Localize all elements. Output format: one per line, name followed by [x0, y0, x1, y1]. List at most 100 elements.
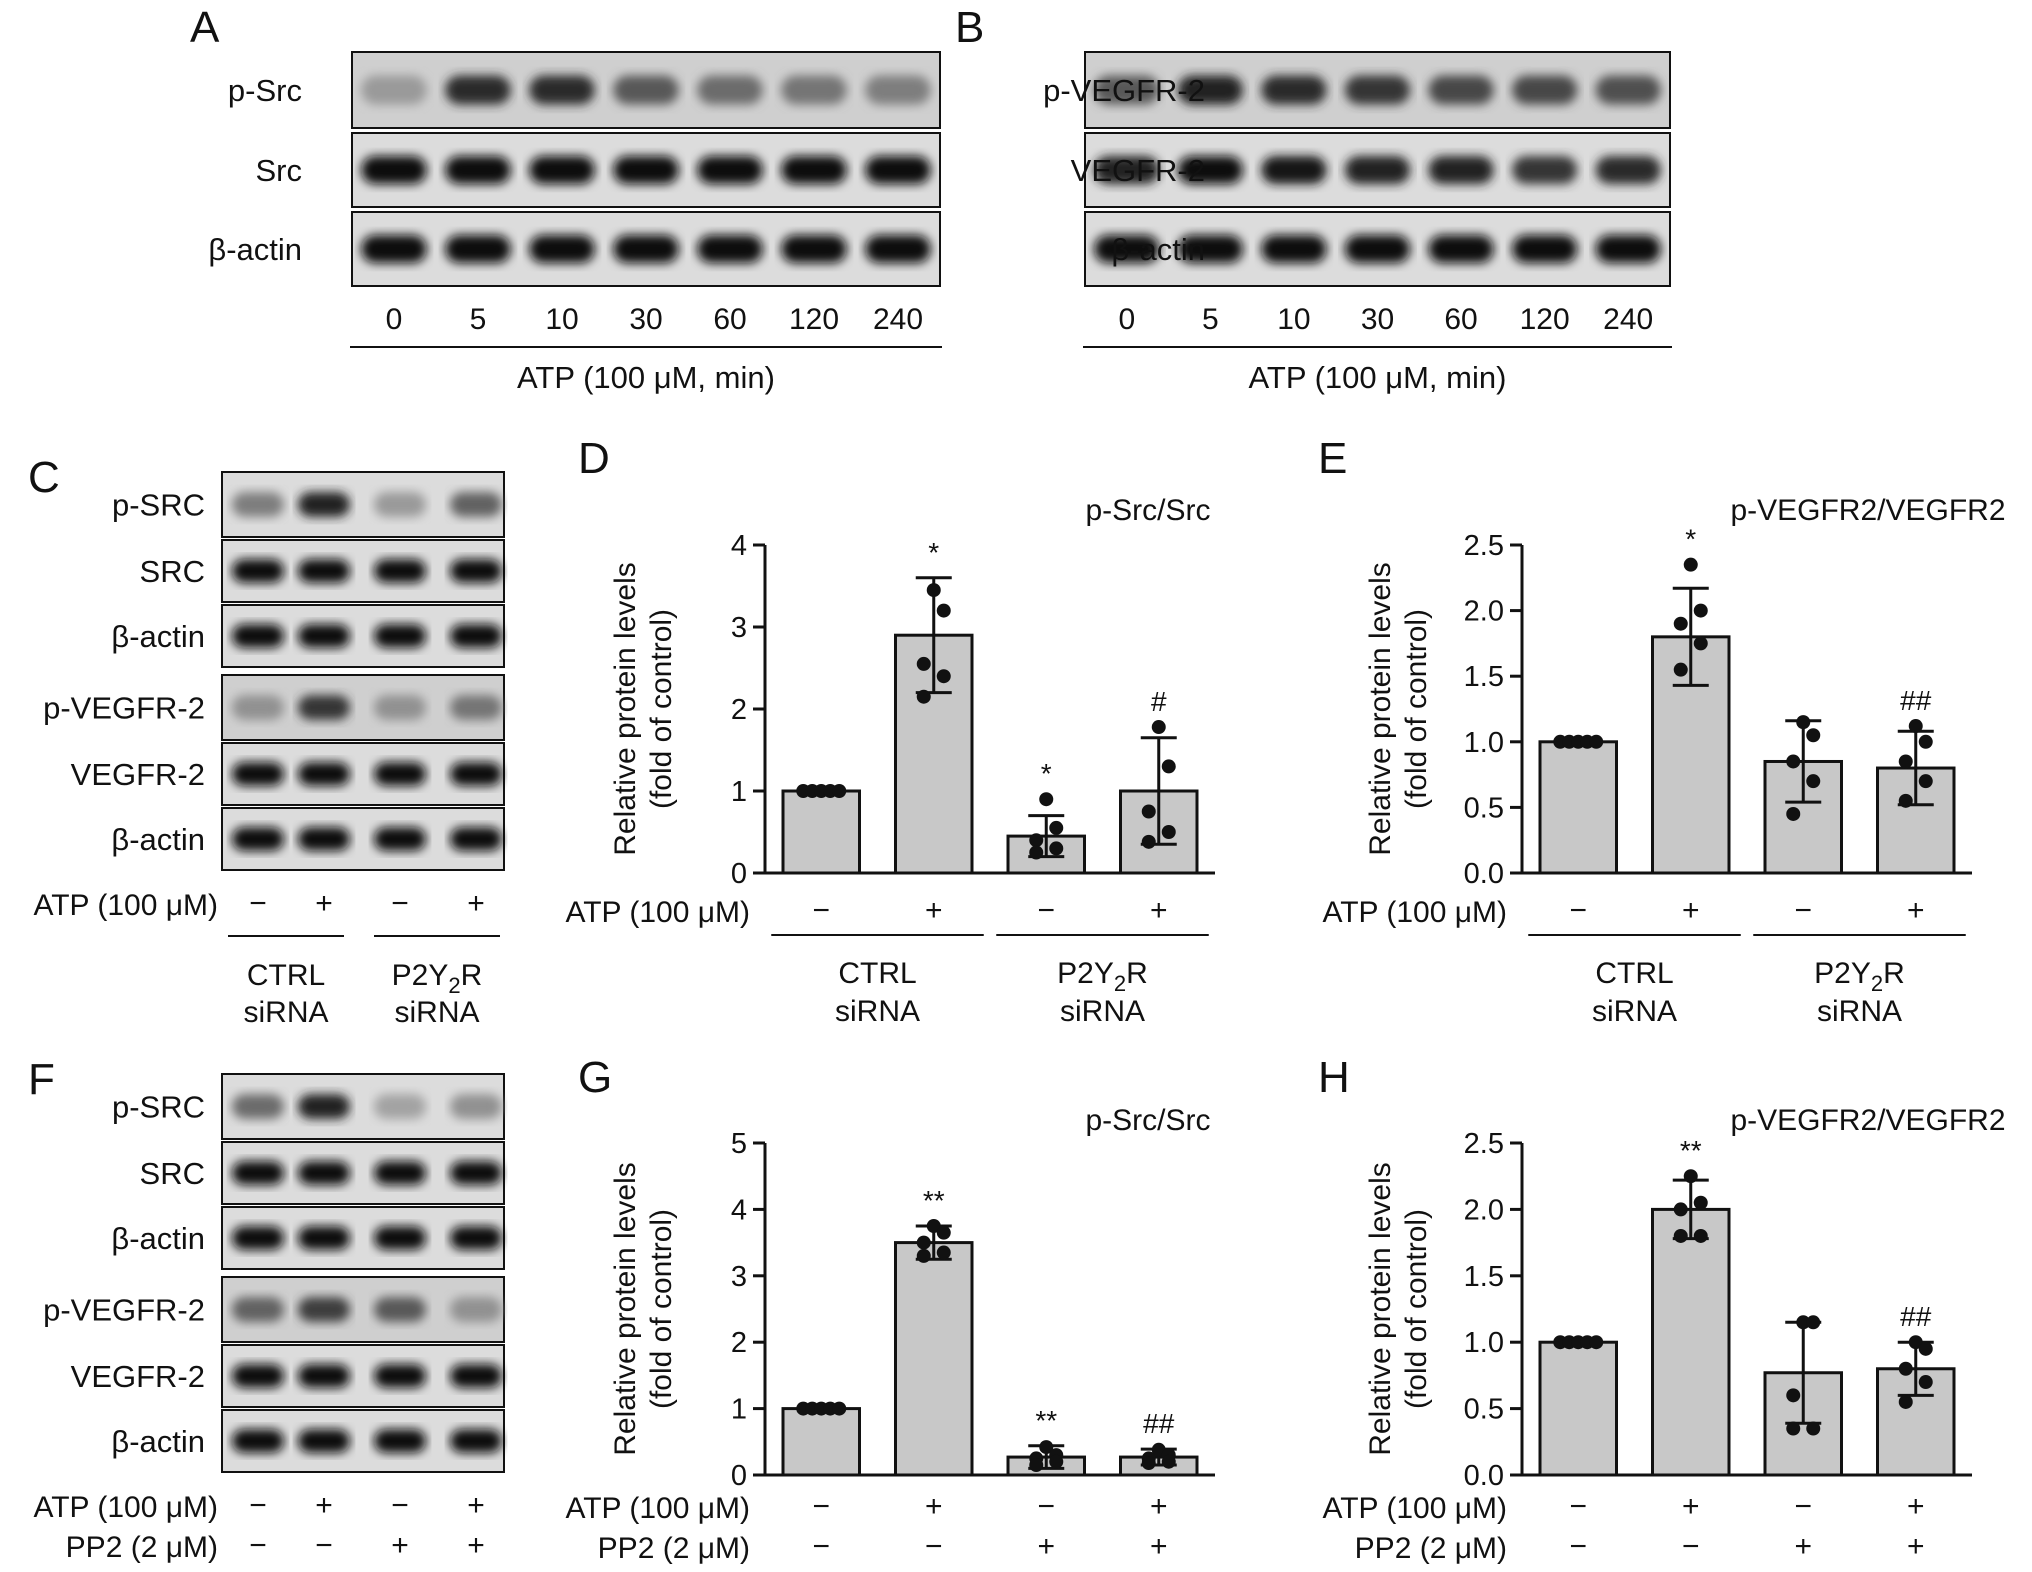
data-point [1029, 845, 1044, 860]
x-sign: + [1907, 1490, 1925, 1523]
data-point [1918, 1341, 1933, 1356]
blot-strip [221, 807, 505, 871]
blot-band [1344, 234, 1411, 264]
data-point [1898, 793, 1913, 808]
group-label: CTRL [838, 957, 916, 990]
significance-mark: # [1151, 686, 1167, 717]
lane-label: 30 [629, 303, 662, 336]
blot-strip [351, 132, 941, 208]
blot-band [1177, 155, 1243, 185]
lane-label: 10 [545, 303, 578, 336]
data-point [926, 1219, 941, 1233]
data-point [1786, 806, 1801, 821]
x-sign: + [925, 1490, 943, 1523]
data-point [926, 583, 941, 598]
data-point [916, 1235, 931, 1250]
blot-band [865, 75, 931, 105]
bar [894, 1241, 974, 1477]
atp-sign: + [467, 1489, 485, 1522]
blot-band [450, 1094, 502, 1119]
blot-label: β-actin [111, 1221, 205, 1256]
blot-band [232, 492, 284, 517]
x-sign: − [1037, 894, 1055, 927]
panel-letter-G: G [578, 1053, 612, 1102]
x-sign: + [1682, 894, 1700, 927]
blot-label: p-VEGFR-2 [1043, 73, 1205, 108]
x-row-label: PP2 (2 μM) [598, 1532, 750, 1565]
y-tick-label: 0.5 [1464, 792, 1504, 824]
blot-band [232, 1161, 284, 1185]
blot-band [298, 1094, 350, 1119]
x-row-label: ATP (100 μM) [565, 1492, 750, 1525]
x-sign: − [1794, 894, 1812, 927]
x-sign: − [812, 1490, 830, 1523]
bar [781, 789, 861, 875]
blot-band [374, 762, 426, 786]
x-row-label: ATP (100 μM) [565, 896, 750, 929]
atp-sign: − [249, 887, 267, 920]
data-point [1029, 833, 1044, 848]
data-point [1039, 1440, 1054, 1455]
blot-label: β-actin [1111, 232, 1205, 267]
blot-strip [351, 51, 941, 129]
blot-band [1094, 155, 1160, 185]
blot-label: p-SRC [112, 1090, 205, 1125]
x-row-label: ATP (100 μM) [1322, 896, 1507, 929]
significance-mark: * [928, 537, 939, 568]
y-tick-label: 2.0 [1464, 596, 1504, 628]
panel-letter-C: C [28, 453, 60, 502]
data-point [1589, 734, 1604, 749]
atp-sign: − [391, 887, 409, 920]
data-point [1898, 1394, 1913, 1409]
blot-label: VEGFR-2 [1071, 153, 1205, 188]
blot-strip [221, 1276, 505, 1343]
blot-band [374, 492, 426, 517]
data-point [1039, 792, 1054, 807]
x-row-label: ATP (100 μM) [1322, 1492, 1507, 1525]
data-point [1786, 1388, 1801, 1403]
blot-band [1428, 155, 1494, 185]
group-label: siRNA [243, 996, 328, 1029]
significance-mark: ** [1035, 1405, 1057, 1436]
blot-label: β-actin [111, 822, 205, 857]
y-tick-label: 0 [731, 1460, 747, 1492]
blot-band [298, 695, 350, 720]
data-point [1161, 1454, 1176, 1469]
group-label: siRNA [1060, 995, 1145, 1028]
blot-band [697, 234, 763, 264]
x-sign: + [1150, 894, 1168, 927]
chart-title: p-Src/Src [1085, 1104, 1210, 1137]
bar-chart-H: H 0.0 0.5 1.0 1.5 2.0 2.5 Relative protein leve… [1318, 1053, 2006, 1565]
x-sign: + [1794, 1530, 1812, 1563]
blot-band [1595, 234, 1661, 264]
blot-band [865, 155, 931, 185]
bar-chart-G: G 0 1 2 3 4 5 Relative protein levels (fold of c… [565, 1053, 1215, 1565]
data-point [1673, 1228, 1688, 1243]
y-tick-label: 2 [731, 1327, 747, 1359]
significance-mark: ** [923, 1185, 945, 1216]
data-point [916, 689, 931, 704]
blot-band [450, 1429, 502, 1453]
group-label: siRNA [394, 996, 479, 1029]
blot-band [298, 492, 350, 517]
panel-letter-B: B [955, 3, 984, 52]
data-point [1673, 1202, 1688, 1217]
x-sign: − [1682, 1530, 1700, 1563]
data-point [1908, 1335, 1923, 1350]
data-point [1049, 841, 1064, 856]
y-tick-label: 2.0 [1464, 1194, 1504, 1226]
blot-band [1595, 75, 1661, 105]
blot-strip [1084, 211, 1671, 287]
blot-band [374, 695, 426, 720]
blot-band [450, 762, 502, 786]
significance-mark: * [1685, 524, 1696, 555]
y-axis-label: Relative protein levels [1364, 1162, 1397, 1455]
x-sign: − [1569, 1530, 1587, 1563]
x-row-label: PP2 (2 μM) [1355, 1532, 1507, 1565]
y-tick-label: 1.5 [1464, 1261, 1504, 1293]
bar [1876, 1367, 1956, 1477]
blot-band [232, 1094, 284, 1119]
blot-band [298, 559, 350, 583]
data-point [1806, 728, 1821, 743]
data-point [1806, 1421, 1821, 1436]
